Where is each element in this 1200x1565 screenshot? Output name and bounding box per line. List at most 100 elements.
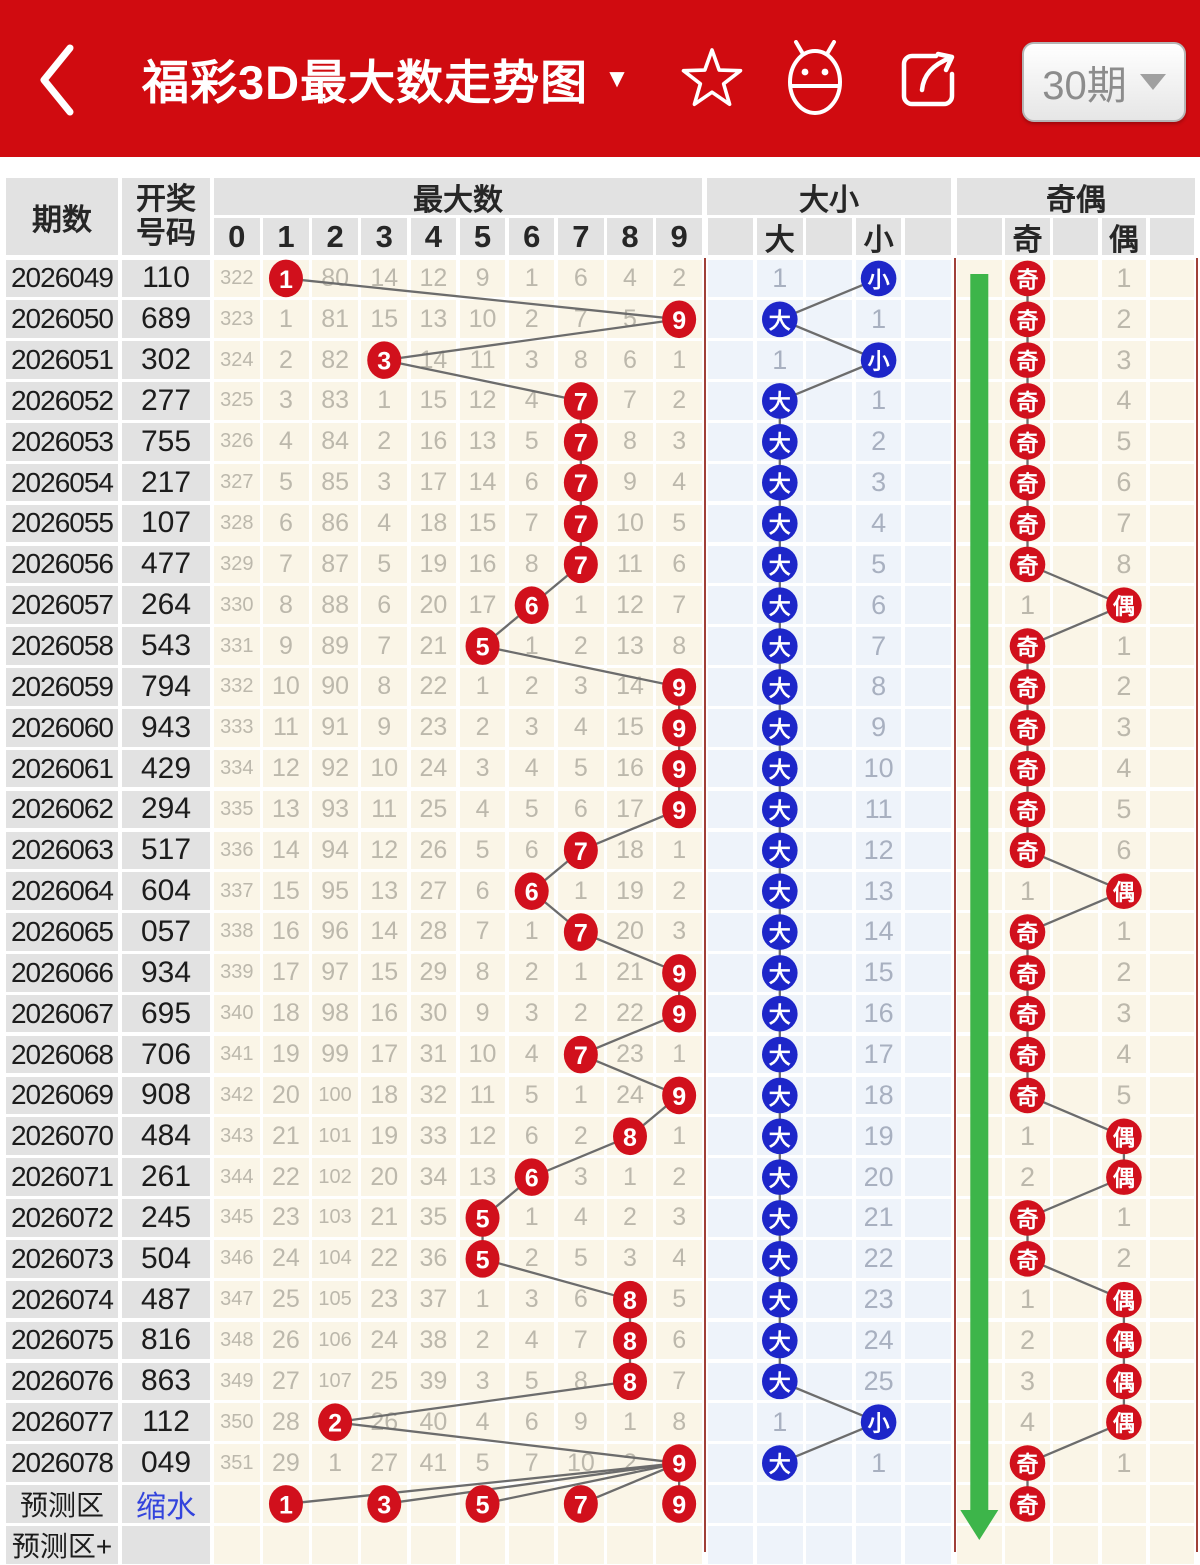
parity-miss-cell [957,749,1002,788]
parity-miss-cell [1149,1485,1195,1523]
parity-miss-cell [1005,341,1050,379]
period-cell: 2026070 [6,1117,118,1156]
size-miss-cell [855,1403,902,1441]
miss-cell [508,1525,555,1564]
miss-cell: 7 [508,504,555,543]
android-icon[interactable] [780,40,850,120]
size-miss-cell: 10 [855,749,902,788]
draw-number-cell: 057 [122,913,210,951]
miss-cell: 80 [312,259,358,298]
miss-cell: 19 [361,1117,408,1156]
size-miss-cell [707,1158,754,1196]
miss-cell [214,1525,260,1564]
title-dropdown[interactable]: 福彩3D最大数走势图 ▼ [142,0,630,157]
page-title: 福彩3D最大数走势图 [142,56,589,109]
parity-miss-cell: 4 [1101,1035,1147,1074]
size-miss-cell: 15 [855,954,902,992]
size-miss-cell: 7 [855,627,902,665]
size-miss-cell [756,913,803,951]
miss-cell: 2 [558,994,604,1033]
miss-cell: 81 [312,300,358,339]
size-miss-cell [806,1485,853,1523]
size-miss-cell [707,1035,754,1074]
size-miss-cell [707,1240,754,1278]
parity-miss-cell: 2 [1101,1240,1147,1278]
miss-cell: 2 [656,259,702,298]
size-miss-cell [707,259,754,298]
miss-cell: 1 [312,1444,358,1482]
miss-cell: 88 [312,586,358,624]
size-miss-cell [707,1280,754,1319]
miss-cell: 323 [214,300,260,339]
miss-cell: 17 [459,586,506,624]
period-selector-button[interactable]: 30期 [1022,42,1186,122]
miss-cell: 340 [214,994,260,1033]
miss-cell: 10 [459,300,506,339]
miss-cell: 12 [607,586,653,624]
parity-miss-cell [1005,1035,1050,1074]
size-miss-cell [905,708,951,747]
size-miss-cell [707,300,754,339]
miss-cell: 7 [656,1362,702,1401]
parity-miss-cell [957,954,1002,992]
size-miss-cell [756,831,803,870]
miss-cell [361,341,408,379]
draw-number-cell: 277 [122,382,210,420]
miss-cell [558,545,604,584]
miss-cell [656,749,702,788]
size-miss-cell: 12 [855,831,902,870]
star-icon[interactable] [678,46,746,114]
miss-cell: 1 [558,954,604,992]
parity-miss-cell [1005,463,1050,502]
miss-cell: 82 [312,341,358,379]
parity-miss-cell [1005,954,1050,992]
miss-cell [656,954,702,992]
miss-cell: 29 [263,1444,309,1482]
parity-miss-cell [1053,341,1098,379]
miss-cell: 1 [508,627,555,665]
miss-cell: 18 [263,994,309,1033]
parity-miss-cell [1053,1158,1098,1196]
parity-miss-cell: 3 [1101,341,1147,379]
back-icon[interactable] [34,42,80,118]
size-miss-cell [855,1525,902,1564]
miss-cell [459,627,506,665]
size-miss-cell: 13 [855,872,902,910]
parity-miss-cell [1149,872,1195,910]
col-header-period: 期数 [6,178,118,255]
parity-miss-cell [957,504,1002,543]
period-cell: 2026055 [6,504,118,543]
miss-cell: 3 [508,708,555,747]
miss-cell: 103 [312,1199,358,1237]
miss-cell: 7 [558,1321,604,1360]
miss-cell: 9 [459,994,506,1033]
size-miss-cell: 4 [855,504,902,543]
miss-cell: 1 [459,668,506,706]
parity-miss-cell: 5 [1101,790,1147,829]
chevron-down-icon: ▼ [604,63,630,93]
size-miss-cell [756,1280,803,1319]
size-miss-cell [756,872,803,910]
parity-miss-cell [1149,749,1195,788]
size-miss-cell [905,1403,951,1441]
miss-cell: 4 [508,382,555,420]
draw-number-cell: 110 [122,259,210,298]
header-digit-3: 3 [361,218,408,255]
miss-cell: 343 [214,1117,260,1156]
size-miss-cell [806,1199,853,1237]
size-miss-cell [707,627,754,665]
miss-cell: 102 [312,1158,358,1196]
miss-cell: 2 [508,668,555,706]
miss-cell: 16 [410,423,457,461]
draw-number-cell: 504 [122,1240,210,1278]
size-miss-cell [756,1321,803,1360]
parity-miss-cell [1005,382,1050,420]
shrink-link[interactable]: 缩水 [122,1485,210,1524]
parity-miss-cell: 3 [1101,708,1147,747]
parity-miss-cell [957,994,1002,1033]
period-cell: 2026054 [6,463,118,502]
share-icon[interactable] [896,44,964,112]
miss-cell [263,1525,309,1564]
size-miss-cell: 21 [855,1199,902,1237]
miss-cell: 5 [508,790,555,829]
